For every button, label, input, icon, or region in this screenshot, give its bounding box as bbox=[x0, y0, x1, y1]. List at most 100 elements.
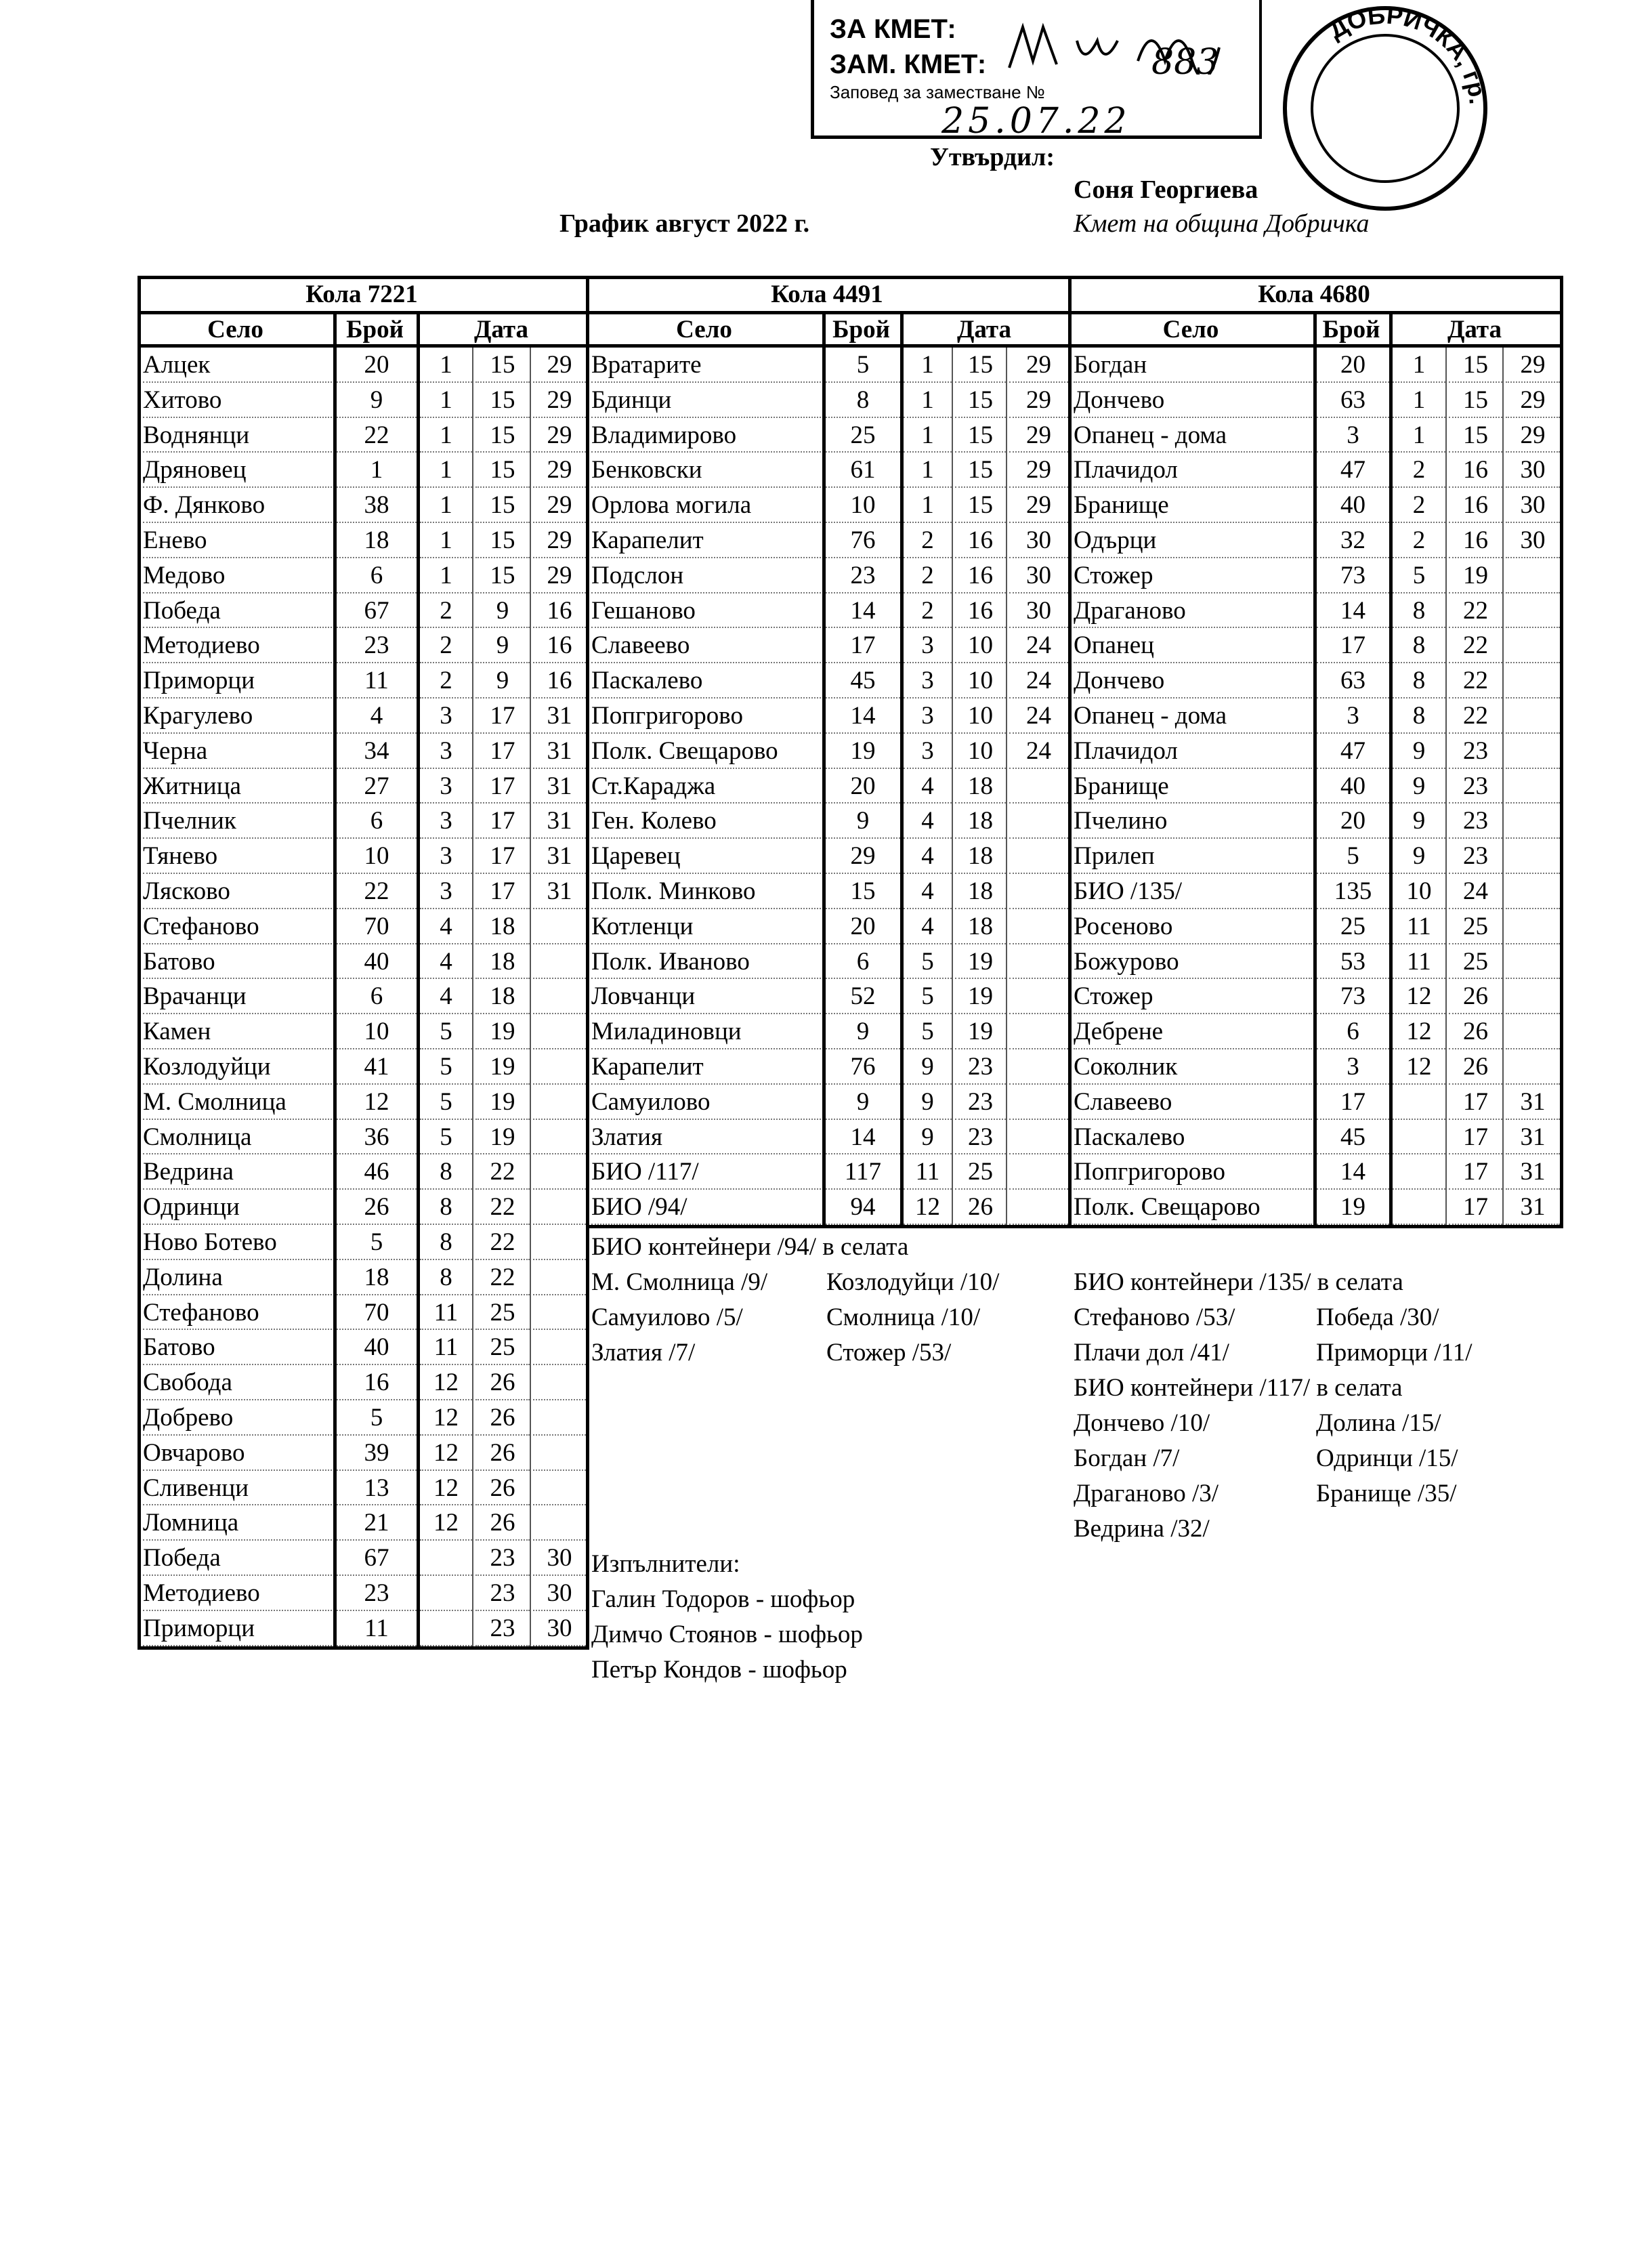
collection-date: 29 bbox=[533, 558, 586, 593]
collection-date: 5 bbox=[1393, 558, 1445, 593]
collection-date: 3 bbox=[420, 769, 472, 804]
container-count: 6 bbox=[337, 979, 417, 1015]
table-rule bbox=[1068, 276, 1563, 279]
village-name: Овчарово bbox=[143, 1436, 332, 1471]
collection-date: 3 bbox=[904, 628, 952, 664]
village-name: Опанец - дома bbox=[1074, 418, 1312, 453]
collection-date: 11 bbox=[420, 1330, 472, 1366]
collection-date: 15 bbox=[475, 488, 530, 523]
village-name: Бранище bbox=[1074, 769, 1312, 804]
container-count: 25 bbox=[1317, 909, 1389, 944]
collection-date bbox=[1506, 593, 1560, 629]
column-header-count: Брой bbox=[346, 316, 404, 343]
container-count: 6 bbox=[826, 944, 900, 980]
bio-note: Ведрина /32/ bbox=[1074, 1515, 1210, 1543]
village-name: Златия bbox=[591, 1120, 821, 1155]
collection-date: 17 bbox=[475, 698, 530, 734]
container-count: 29 bbox=[826, 839, 900, 874]
collection-date: 26 bbox=[475, 1436, 530, 1471]
stamp-order-number: 883 bbox=[1151, 42, 1219, 83]
collection-date: 30 bbox=[1009, 558, 1068, 593]
collection-date: 19 bbox=[1449, 558, 1502, 593]
collection-date: 10 bbox=[955, 698, 1006, 734]
collection-date: 5 bbox=[904, 944, 952, 980]
collection-date: 23 bbox=[955, 1085, 1006, 1120]
collection-date: 19 bbox=[475, 1014, 530, 1049]
container-count: 1 bbox=[337, 453, 417, 488]
village-name: Долина bbox=[143, 1260, 332, 1295]
container-count: 38 bbox=[337, 488, 417, 523]
village-name: Полк. Иваново bbox=[591, 944, 821, 980]
collection-date: 4 bbox=[420, 909, 472, 944]
container-count: 14 bbox=[826, 1120, 900, 1155]
collection-date: 24 bbox=[1009, 734, 1068, 769]
village-name: Дебрене bbox=[1074, 1014, 1312, 1049]
container-count: 21 bbox=[337, 1505, 417, 1541]
collection-date: 23 bbox=[1449, 769, 1502, 804]
container-count: 135 bbox=[1317, 874, 1389, 909]
collection-date: 29 bbox=[533, 523, 586, 558]
collection-date: 31 bbox=[1506, 1120, 1560, 1155]
collection-date: 17 bbox=[1449, 1190, 1502, 1225]
date-subdivider bbox=[472, 348, 473, 1646]
container-count: 40 bbox=[1317, 488, 1389, 523]
village-name: Богдан bbox=[1074, 348, 1312, 383]
collection-date: 1 bbox=[420, 523, 472, 558]
village-name: Черна bbox=[143, 734, 332, 769]
village-name: Владимирово bbox=[591, 418, 821, 453]
table-rule bbox=[586, 311, 1071, 314]
collection-date: 11 bbox=[1393, 909, 1445, 944]
village-name: Енево bbox=[143, 523, 332, 558]
collection-date: 24 bbox=[1009, 628, 1068, 664]
village-name: Драганово bbox=[1074, 593, 1312, 629]
village-name: Бенковски bbox=[591, 453, 821, 488]
collection-date: 29 bbox=[1506, 348, 1560, 383]
collection-date: 31 bbox=[533, 839, 586, 874]
container-count: 20 bbox=[337, 348, 417, 383]
village-name: Полк. Минково bbox=[591, 874, 821, 909]
collection-date: 15 bbox=[955, 348, 1006, 383]
table-title: Кола 4491 bbox=[771, 280, 883, 308]
container-count: 14 bbox=[826, 593, 900, 629]
column-divider bbox=[822, 311, 826, 1228]
container-count: 17 bbox=[1317, 628, 1389, 664]
bio-note: М. Смолница /9/ bbox=[591, 1268, 768, 1296]
collection-date: 16 bbox=[955, 558, 1006, 593]
container-count: 10 bbox=[826, 488, 900, 523]
container-count: 8 bbox=[826, 383, 900, 418]
collection-date: 12 bbox=[420, 1400, 472, 1436]
container-count: 117 bbox=[826, 1154, 900, 1190]
container-count: 25 bbox=[826, 418, 900, 453]
collection-date: 4 bbox=[904, 909, 952, 944]
bio-note: Приморци /11/ bbox=[1316, 1339, 1473, 1367]
collection-date: 22 bbox=[1449, 628, 1502, 664]
collection-date: 22 bbox=[1449, 663, 1502, 698]
collection-date: 23 bbox=[955, 1049, 1006, 1085]
village-name: Одринци bbox=[143, 1190, 332, 1225]
collection-date bbox=[533, 1014, 586, 1049]
bio-notes-heading: БИО контейнери /94/ в селата bbox=[591, 1233, 909, 1261]
village-name: Славеево bbox=[1074, 1085, 1312, 1120]
collection-date: 1 bbox=[904, 348, 952, 383]
container-count: 53 bbox=[1317, 944, 1389, 980]
collection-date: 2 bbox=[1393, 488, 1445, 523]
container-count: 94 bbox=[826, 1190, 900, 1225]
collection-date: 4 bbox=[904, 839, 952, 874]
collection-date: 31 bbox=[533, 698, 586, 734]
collection-date: 29 bbox=[1009, 383, 1068, 418]
village-name: Добрево bbox=[143, 1400, 332, 1436]
column-header-date: Дата bbox=[473, 316, 529, 343]
collection-date: 12 bbox=[420, 1436, 472, 1471]
collection-date: 11 bbox=[904, 1154, 952, 1190]
collection-date: 5 bbox=[420, 1014, 472, 1049]
container-count: 61 bbox=[826, 453, 900, 488]
collection-date: 3 bbox=[420, 698, 472, 734]
village-name: Пчелино bbox=[1074, 804, 1312, 839]
collection-date: 23 bbox=[475, 1576, 530, 1611]
bio-note: Дончево /10/ bbox=[1074, 1409, 1210, 1437]
collection-date bbox=[1009, 1085, 1068, 1120]
collection-date: 31 bbox=[1506, 1154, 1560, 1190]
collection-date: 23 bbox=[475, 1611, 530, 1646]
collection-date bbox=[533, 1049, 586, 1085]
